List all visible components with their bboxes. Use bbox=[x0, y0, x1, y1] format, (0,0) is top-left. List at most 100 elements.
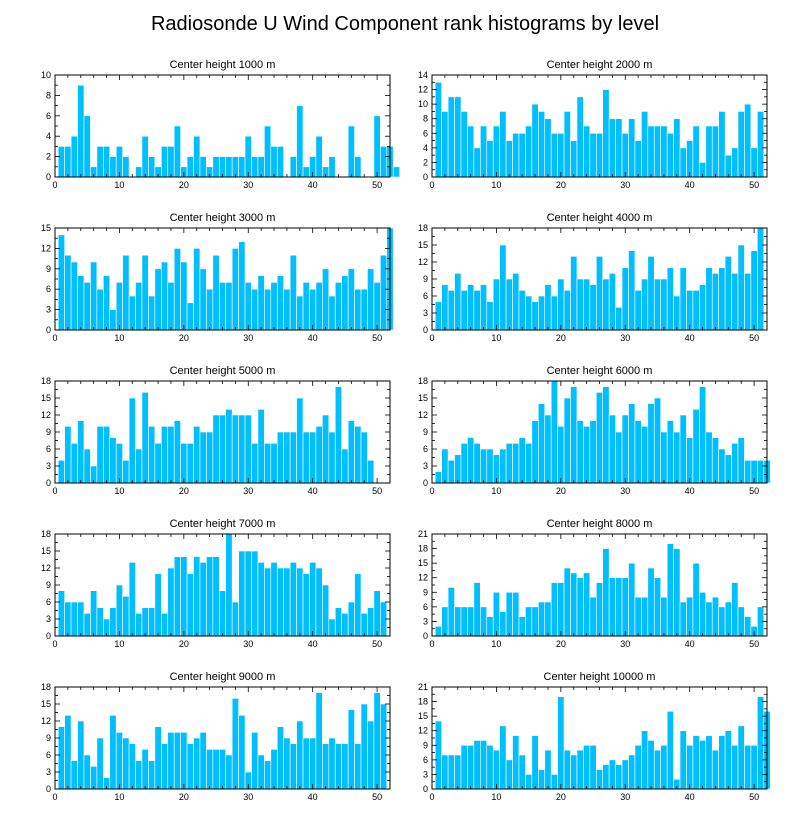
panel-title: Center height 4000 m bbox=[547, 212, 653, 224]
x-tick-label: 20 bbox=[179, 180, 189, 190]
bar bbox=[173, 248, 181, 331]
bar bbox=[467, 125, 475, 178]
bar bbox=[322, 414, 330, 484]
x-tick-label: 50 bbox=[749, 333, 759, 343]
panel-title: Center height 1000 m bbox=[170, 59, 276, 71]
bar bbox=[480, 125, 488, 178]
bar bbox=[757, 696, 765, 790]
bar bbox=[486, 448, 494, 484]
y-tick-label: 15 bbox=[41, 546, 51, 556]
bar bbox=[473, 290, 481, 331]
x-tick-label: 50 bbox=[749, 486, 759, 496]
bar bbox=[380, 254, 388, 331]
bar bbox=[641, 426, 649, 484]
bar bbox=[302, 431, 310, 484]
x-tick-label: 40 bbox=[685, 486, 695, 496]
bar bbox=[460, 290, 468, 331]
bar bbox=[238, 241, 246, 331]
bar bbox=[531, 735, 539, 790]
bar bbox=[647, 403, 655, 484]
bar bbox=[595, 132, 604, 178]
bar bbox=[212, 156, 220, 178]
bar bbox=[347, 601, 355, 637]
panel-3: Center height 3000 m 0 10 20 30 40 50 0 3 6 9 12 15 bbox=[41, 212, 394, 343]
bar bbox=[302, 282, 310, 331]
bar bbox=[589, 596, 597, 637]
x-tick-label: 0 bbox=[52, 792, 57, 802]
bar bbox=[296, 295, 304, 331]
bar bbox=[341, 275, 349, 331]
bar bbox=[499, 448, 507, 484]
bar bbox=[505, 278, 513, 331]
y-tick-label: 6 bbox=[423, 755, 428, 765]
bar bbox=[218, 282, 227, 331]
bar bbox=[231, 698, 239, 790]
bar bbox=[737, 606, 745, 637]
bar bbox=[218, 414, 227, 484]
bar bbox=[296, 397, 304, 484]
bar bbox=[557, 426, 565, 484]
bar bbox=[537, 295, 546, 331]
bar bbox=[531, 606, 539, 637]
bar bbox=[135, 166, 143, 178]
bar bbox=[115, 732, 123, 790]
bar bbox=[525, 295, 533, 331]
bar bbox=[244, 282, 252, 331]
x-tick-label: 50 bbox=[749, 180, 759, 190]
y-tick-label: 9 bbox=[423, 740, 428, 750]
figure-title: Radiosonde U Wind Component rank histogr… bbox=[151, 13, 659, 35]
bar bbox=[373, 115, 381, 178]
bar bbox=[264, 443, 272, 484]
bar bbox=[576, 96, 584, 178]
bar bbox=[563, 290, 571, 331]
y-tick-label: 9 bbox=[46, 264, 51, 274]
bar bbox=[512, 735, 520, 790]
panel-4: Center height 4000 m 0 10 20 30 40 50 0 3 6 9 12 15 1… bbox=[418, 212, 768, 343]
bar bbox=[531, 301, 539, 331]
bar bbox=[615, 118, 623, 178]
panel-title: Center height 2000 m bbox=[547, 59, 653, 71]
bar bbox=[109, 309, 117, 331]
bar bbox=[199, 156, 207, 178]
bar bbox=[653, 125, 662, 178]
panel-title: Center height 7000 m bbox=[170, 518, 276, 530]
bar bbox=[447, 460, 455, 484]
y-tick-label: 4 bbox=[46, 131, 51, 141]
y-tick-label: 3 bbox=[46, 305, 51, 315]
bar bbox=[257, 156, 265, 178]
y-tick-label: 18 bbox=[41, 682, 51, 692]
bar bbox=[199, 268, 207, 331]
bar bbox=[486, 616, 494, 637]
x-tick-label: 0 bbox=[429, 792, 434, 802]
bar bbox=[380, 703, 388, 790]
bar bbox=[718, 735, 726, 790]
bar bbox=[492, 591, 500, 637]
bar bbox=[692, 125, 700, 178]
bar bbox=[360, 613, 368, 637]
bar bbox=[557, 696, 565, 790]
bar bbox=[525, 606, 533, 637]
bar bbox=[334, 607, 342, 637]
bar bbox=[122, 156, 130, 178]
bar bbox=[315, 282, 323, 331]
x-tick-label: 50 bbox=[372, 486, 382, 496]
bar bbox=[434, 471, 442, 484]
bar bbox=[537, 403, 546, 484]
bar bbox=[77, 275, 85, 331]
bar bbox=[218, 156, 227, 178]
x-tick-label: 30 bbox=[243, 180, 253, 190]
bar bbox=[731, 443, 739, 484]
bar bbox=[154, 726, 162, 790]
bar bbox=[160, 613, 169, 637]
bar bbox=[109, 156, 117, 178]
x-tick-label: 20 bbox=[556, 639, 566, 649]
bar bbox=[608, 577, 616, 637]
bar bbox=[518, 437, 526, 484]
bar bbox=[647, 256, 655, 331]
bar bbox=[692, 409, 700, 484]
bar bbox=[641, 278, 649, 331]
bar bbox=[257, 754, 265, 790]
bar bbox=[563, 397, 571, 484]
x-tick-label: 20 bbox=[179, 639, 189, 649]
bar bbox=[264, 760, 272, 790]
